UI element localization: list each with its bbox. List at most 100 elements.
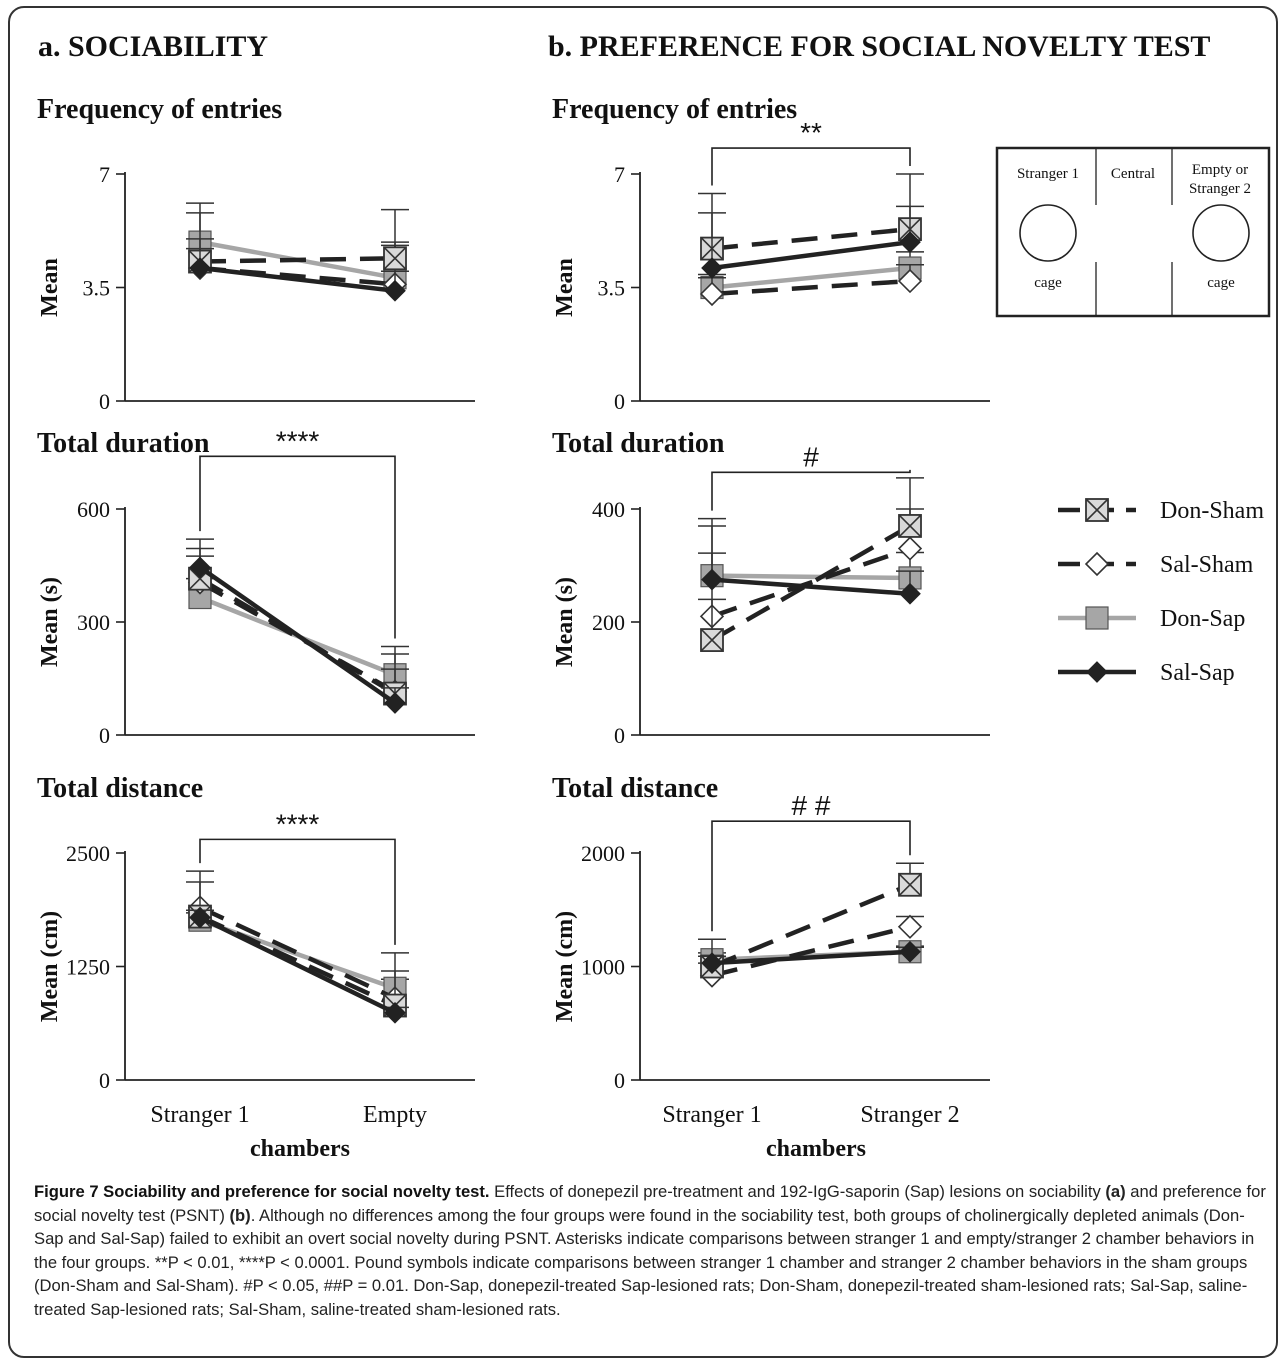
legend-label: Sal-Sham [1160,552,1254,578]
chart-b-frequency-of-entries: Frequency of entries 0 3.5 7 Mean ** [552,94,990,414]
x-tick-label: Stranger 2 [860,1102,959,1128]
series-line [711,546,911,619]
caption-text-3: . Although no differences among the four… [34,1205,1255,1319]
series-line [199,265,396,287]
y-tick-label: 0 [99,723,110,748]
series-sal-sap [186,547,409,714]
panel-b-title: b. PREFERENCE FOR SOCIAL NOVELTY TEST [548,30,1210,63]
series-sal-sham [186,881,409,1011]
series-sal-sham [698,264,924,307]
data-point [899,940,921,963]
cage-circle-left [1019,204,1077,262]
significance-bracket [711,147,911,186]
series-don-sham [698,477,924,652]
cage-label-right: cage [1207,275,1235,291]
significance-label: # [803,441,819,472]
series-don-sap [186,908,409,1000]
y-tick-label: 0 [614,1068,625,1093]
data-point [897,536,923,561]
data-point [701,257,723,279]
y-tick-label: 0 [99,1068,110,1093]
y-axis-label: Mean (cm) [37,911,63,1022]
data-point [189,556,211,579]
data-point-x2 [383,246,407,270]
significance-bracket [711,820,911,932]
x-tick-label: Empty [363,1102,427,1128]
y-tick-label: 7 [614,162,625,187]
series-line [199,265,396,293]
y-tick-label: 0 [99,389,110,414]
legend: Don-Sham Sal-Sham Don-Sap Sal-Sap [1058,498,1264,686]
series-don-sham [186,538,409,706]
legend-item-don-sham: Don-Sham [1058,498,1264,524]
y-tick-label: 3.5 [598,276,626,301]
series-line [711,882,911,969]
series-line [711,924,911,978]
panel-a-title: a. SOCIABILITY [38,30,268,63]
legend-item-sal-sap: Sal-Sap [1058,660,1235,686]
legend-item-sal-sham: Sal-Sham [1058,551,1254,578]
legend-marker [1084,551,1110,577]
chamber-label-stranger2: Stranger 2 [1189,181,1251,197]
y-tick-label: 3.5 [83,276,111,301]
series-line [711,577,911,596]
y-axis-label: Mean (s) [552,577,578,667]
series-line [711,573,911,581]
y-tick-label: 400 [592,497,625,522]
legend-label: Don-Sap [1160,606,1245,632]
data-point-x2 [898,873,922,897]
y-tick-label: 200 [592,610,625,635]
data-point [897,268,923,294]
y-tick-label: 7 [99,162,110,187]
chart-title: Total duration [37,428,210,459]
x-axis-label-a: chambers [250,1136,350,1162]
significance-bracket [199,838,396,945]
cage-label-left: cage [1034,275,1062,291]
y-tick-label: 300 [77,610,110,635]
series-don-sham [698,862,924,979]
series-line [711,226,911,251]
chart-title: Total distance [37,773,203,804]
data-point [899,231,921,253]
chart-a-total-duration: Total duration 0 300 600 Mean (s) **** [37,425,475,748]
series-sal-sap [698,940,924,974]
series-sal-sham [698,508,924,629]
series-sal-sap [698,525,924,605]
y-axis-label: Mean (s) [37,577,63,667]
series-line [711,278,911,297]
x-axis-label-b: chambers [766,1136,866,1162]
caption-text-2: and preference for social novelty test (… [34,1182,1266,1225]
data-point [189,257,211,279]
y-tick-label: 0 [614,389,625,414]
figure-plots: a. SOCIABILITY b. PREFERENCE FOR SOCIAL … [37,30,1271,1162]
series-don-sham [186,202,409,274]
y-tick-label: 2000 [581,841,625,866]
chamber-label-stranger1: Stranger 1 [1017,166,1079,182]
y-tick-label: 2500 [66,841,110,866]
significance-bracket [711,469,911,511]
x-tick-label: Stranger 1 [662,1102,761,1128]
chart-b-total-duration: Total duration 0 200 400 Mean (s) # [552,428,990,748]
chart-a-total-distance: Total distance 0 1250 2500 Mean (cm) Stranger… [37,773,475,1128]
series-sal-sap [698,205,924,279]
series-line [711,239,911,271]
legend-label: Sal-Sap [1160,660,1235,686]
figure-caption: Figure 7 Sociability and preference for … [34,1180,1266,1321]
significance-label: ** [800,117,822,148]
data-point [701,568,723,591]
caption-title: Figure 7 Sociability and preference for … [34,1182,490,1201]
caption-text-1: Effects of donepezil pre-treatment and 1… [489,1182,1106,1201]
data-point-x2 [700,628,724,652]
series-line [711,265,911,290]
data-point [384,692,406,714]
y-tick-label: 0 [614,723,625,748]
chamber-label-central: Central [1111,166,1155,182]
legend-marker-x2 [1085,498,1109,522]
series-sal-sap [186,906,409,1024]
series-sal-sap [186,247,409,302]
data-point [701,952,723,974]
figure-frame [8,6,1278,1358]
significance-label: **** [276,808,320,839]
series-line [199,256,396,264]
